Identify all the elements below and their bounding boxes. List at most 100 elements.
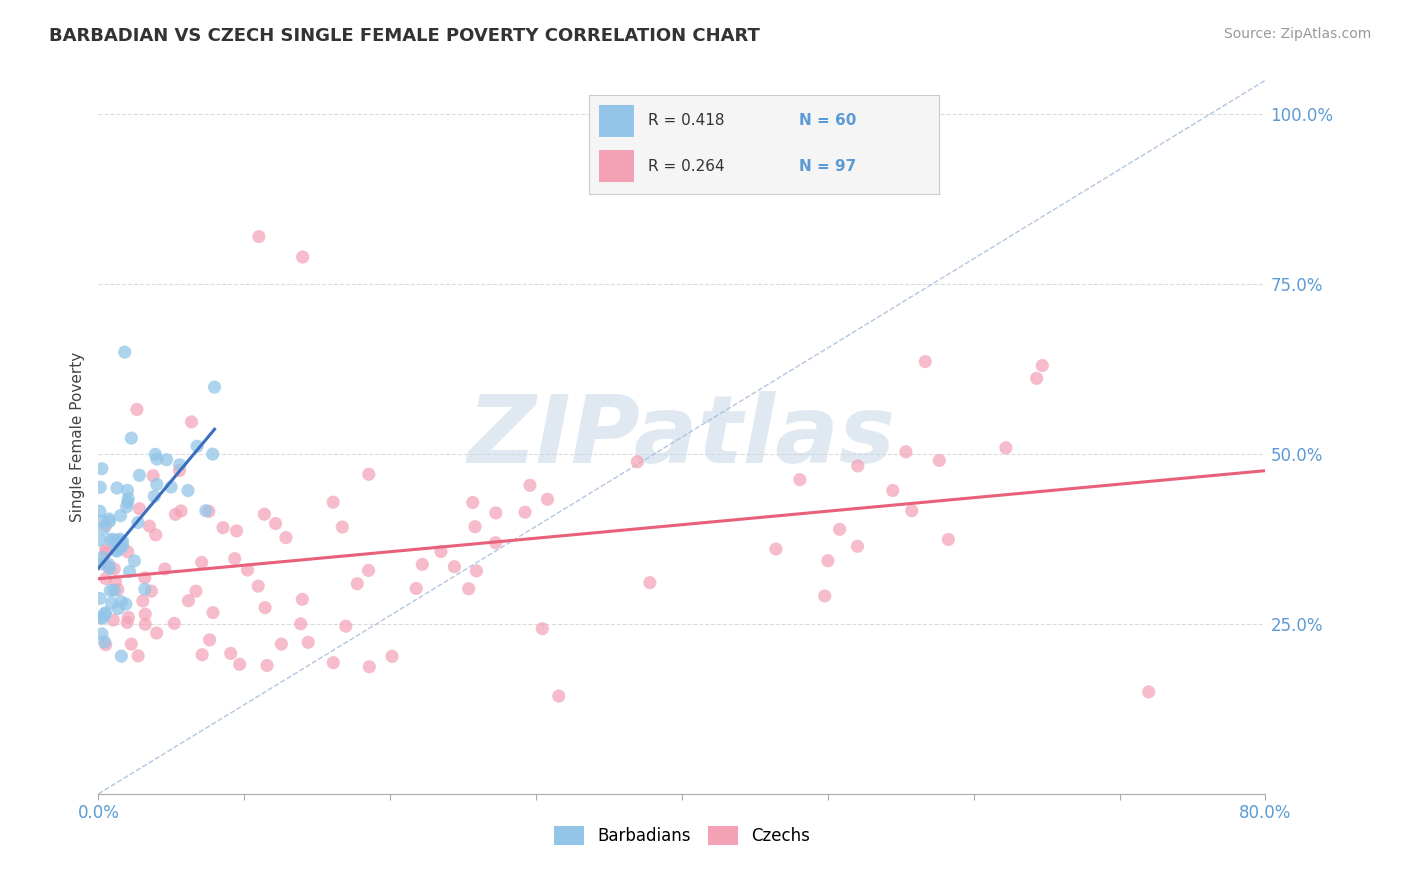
Point [201, 447, 224, 461]
Point [132, 594, 155, 608]
Point [638, 575, 661, 590]
Point [191, 648, 214, 662]
Point [146, 477, 169, 491]
Point [184, 584, 207, 599]
Point [322, 495, 344, 509]
Point [90, 514, 112, 528]
Point [111, 534, 134, 549]
Point [125, 402, 148, 417]
Point [291, 250, 314, 264]
Point [914, 354, 936, 368]
Point [204, 380, 226, 394]
Point [108, 533, 131, 547]
Point [111, 539, 134, 553]
Point [1137, 685, 1160, 699]
Point [219, 646, 242, 660]
Point [817, 554, 839, 568]
Point [846, 458, 869, 473]
Point [464, 519, 486, 533]
Point [91, 550, 114, 565]
Point [143, 447, 166, 461]
Point [110, 595, 132, 609]
Point [270, 637, 292, 651]
Point [138, 519, 160, 533]
Point [100, 533, 122, 547]
Point [103, 583, 125, 598]
Point [146, 452, 169, 467]
Point [519, 478, 541, 492]
Point [264, 516, 287, 531]
Point [124, 554, 146, 568]
Point [224, 551, 246, 566]
Point [430, 544, 453, 558]
Text: ZIPatlas: ZIPatlas [468, 391, 896, 483]
Point [94, 545, 117, 559]
Point [134, 582, 156, 596]
Point [98, 512, 121, 526]
Point [357, 467, 380, 482]
Point [117, 610, 139, 624]
Point [93, 635, 115, 649]
Point [163, 616, 186, 631]
Point [89, 504, 111, 518]
Point [142, 468, 165, 483]
Point [110, 649, 132, 664]
Point [928, 453, 950, 467]
Point [103, 562, 125, 576]
Point [115, 500, 138, 514]
Point [335, 619, 357, 633]
Point [765, 541, 787, 556]
Point [359, 660, 381, 674]
Point [190, 555, 212, 569]
Point [117, 495, 139, 509]
Y-axis label: Single Female Poverty: Single Female Poverty [69, 352, 84, 522]
Point [105, 533, 128, 548]
Point [117, 483, 139, 498]
Point [254, 600, 277, 615]
Point [247, 229, 270, 244]
Point [346, 576, 368, 591]
Point [547, 689, 569, 703]
Point [405, 582, 427, 596]
Point [626, 455, 648, 469]
Point [128, 468, 150, 483]
Point [484, 535, 506, 549]
Point [94, 572, 117, 586]
Point [290, 616, 312, 631]
Point [513, 505, 536, 519]
Point [225, 524, 247, 538]
Point [457, 582, 479, 596]
Point [228, 657, 250, 672]
Point [153, 562, 176, 576]
Point [91, 611, 114, 625]
Point [900, 504, 922, 518]
Point [114, 345, 136, 359]
Point [357, 564, 380, 578]
Point [247, 579, 270, 593]
Point [145, 528, 167, 542]
Point [170, 504, 193, 518]
Legend: Barbadians, Czechs: Barbadians, Czechs [546, 817, 818, 854]
Point [110, 541, 132, 555]
Point [107, 582, 129, 597]
Point [93, 522, 115, 536]
Point [98, 515, 121, 529]
Text: Source: ZipAtlas.com: Source: ZipAtlas.com [1223, 27, 1371, 41]
Point [194, 504, 217, 518]
Point [120, 637, 142, 651]
Point [117, 491, 139, 506]
Point [994, 441, 1017, 455]
Point [105, 543, 128, 558]
Point [90, 461, 112, 475]
Point [485, 506, 508, 520]
Point [115, 615, 138, 630]
Point [274, 531, 297, 545]
Point [381, 649, 404, 664]
Point [1031, 359, 1053, 373]
Point [236, 563, 259, 577]
Point [110, 508, 132, 523]
Point [94, 518, 117, 533]
Point [465, 564, 488, 578]
Point [89, 533, 111, 547]
Point [89, 480, 111, 494]
